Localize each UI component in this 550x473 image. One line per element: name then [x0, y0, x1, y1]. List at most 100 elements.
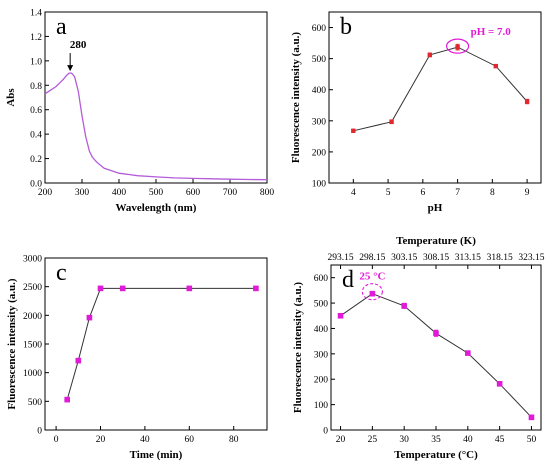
panel-d-data-point — [465, 350, 471, 356]
panel-c-data-point — [75, 357, 82, 364]
panel-b-panel-label: b — [340, 14, 352, 40]
panel-a-x-tick-label: 300 — [75, 188, 90, 198]
panel-b-x-tick-label: 9 — [525, 188, 530, 198]
panel-d-y-tick-label: 0 — [323, 427, 328, 437]
panel-b-highlight-label: pH = 7.0 — [471, 26, 512, 38]
panel-a-y-tick-label: 1.0 — [30, 57, 42, 67]
panel-c-data-point — [97, 285, 104, 292]
panel-c-y-tick-label: 2500 — [23, 283, 42, 293]
panel-c-x-axis-label: Time (min) — [130, 449, 183, 461]
panel-d-y-tick-label: 500 — [314, 300, 329, 310]
panel-b-y-tick-label: 300 — [312, 117, 327, 127]
panel-c-y-axis-label: Fluorescence intensity (a.u.) — [6, 278, 18, 410]
panel-a-series-line — [44, 72, 268, 181]
panel-d-panel-label: d — [342, 267, 354, 293]
panel-c-data-point — [86, 314, 93, 321]
panel-b-y-tick-label: 500 — [312, 55, 327, 65]
panel-d-y-axis-label: Fluorescence intensity (a.u.) — [292, 282, 304, 414]
panel-d-x-tick-label: 45 — [495, 435, 505, 445]
panel-d-series-line — [340, 293, 532, 418]
panel-c-x-tick-label: 0 — [54, 435, 59, 445]
panel-d-highlight-label: 25 °C — [359, 271, 385, 283]
panel-c-data-point — [64, 396, 70, 403]
panel-b-data-point — [427, 52, 432, 58]
panel-b-y-tick-label: 200 — [312, 148, 327, 158]
panel-d-x-tick-label: 30 — [399, 435, 409, 445]
panel-c-data-point — [186, 285, 193, 292]
panel-a-x-axis-label: Wavelength (nm) — [116, 202, 197, 214]
panel-c-frame — [44, 257, 268, 431]
panel-a-peak-label: 280 — [70, 39, 87, 51]
panel-b-y-tick-label: 100 — [312, 180, 327, 190]
panel-a-y-tick-label: 1.4 — [30, 9, 42, 19]
panel-d-data-point — [528, 414, 535, 421]
panel-d-y-tick-label: 300 — [314, 350, 329, 360]
panel-a-y-tick-label: 1.2 — [30, 33, 42, 43]
panel-a-y-tick-label: 0.2 — [30, 155, 42, 165]
panel-d-x-tick-label: 20 — [336, 435, 346, 445]
panel-d-y-tick-label: 600 — [314, 274, 329, 284]
panel-a-x-tick-label: 700 — [223, 188, 238, 198]
panel-a-x-tick-label: 400 — [112, 188, 127, 198]
panel-d-data-point — [369, 290, 376, 297]
panel-b-series-line — [353, 46, 528, 132]
panel-d-y-tick-label: 100 — [314, 401, 329, 411]
panel-c-series-line — [66, 287, 256, 400]
panel-c-y-tick-label: 3000 — [23, 255, 42, 265]
panel-d-data-point — [496, 381, 503, 387]
panel-c-x-tick-label: 80 — [229, 435, 239, 445]
panel-c-x-tick-label: 20 — [96, 435, 106, 445]
panel-a-x-tick-label: 200 — [38, 188, 53, 198]
panel-b-data-point — [524, 99, 530, 104]
panel-b-x-tick-label: 6 — [420, 188, 425, 198]
panel-b-x-tick-label: 7 — [455, 188, 460, 198]
panel-b-y-axis-label: Fluorescence intensity (a.u.) — [290, 32, 302, 164]
panel-d-x-tick-label: 25 — [368, 435, 378, 445]
panel-d-top-tick-label: 318.15 — [487, 253, 513, 263]
panel-d-x-tick-label: 40 — [463, 435, 473, 445]
panel-c-y-tick-label: 2000 — [23, 312, 42, 322]
panel-c-data-point — [119, 285, 126, 292]
panel-d-top-axis-label: Temperature (K) — [396, 235, 476, 247]
panel-b-x-tick-label: 4 — [351, 188, 356, 198]
panel-a-panel-label: a — [56, 14, 67, 40]
panel-a-frame — [44, 11, 268, 184]
panel-b-x-tick-label: 5 — [386, 188, 391, 198]
panel-a-y-tick-label: 0.6 — [30, 106, 42, 116]
panel-c-x-tick-label: 40 — [140, 435, 150, 445]
panel-a-y-tick-label: 0.0 — [30, 180, 42, 190]
panel-d-data-point — [337, 312, 344, 319]
panel-d-x-tick-label: 50 — [527, 435, 537, 445]
panel-c-y-tick-label: 1000 — [23, 369, 42, 379]
panel-d-top-tick-label: 293.15 — [327, 253, 353, 263]
panel-a-y-tick-label: 0.4 — [30, 131, 42, 141]
panel-d-data-point — [401, 303, 407, 309]
panel-c-y-tick-label: 500 — [28, 398, 43, 408]
panel-d-x-axis-label: Temperature (°C) — [394, 449, 478, 461]
panel-d-y-tick-label: 400 — [314, 325, 329, 335]
panel-d-top-tick-label: 308.15 — [423, 253, 449, 263]
panel-b-data-point — [351, 128, 356, 133]
panel-b-highlight-circle — [445, 38, 470, 54]
panel-a-y-axis-label: Abs — [5, 88, 17, 107]
panel-a-x-tick-label: 500 — [149, 188, 164, 198]
panel-c-data-point — [253, 285, 259, 292]
panel-b-data-point — [389, 119, 394, 124]
panel-b-y-tick-label: 600 — [312, 24, 327, 34]
panel-b-y-tick-label: 400 — [312, 86, 327, 96]
panel-a-y-tick-label: 0.8 — [30, 82, 42, 92]
panel-d-top-tick-label: 298.15 — [359, 253, 385, 263]
panel-b-data-point — [493, 63, 499, 69]
panel-c-panel-label: c — [56, 260, 67, 286]
panel-d-x-tick-label: 35 — [431, 435, 441, 445]
panel-d-highlight-circle — [361, 283, 383, 301]
panel-a-x-tick-label: 600 — [186, 188, 201, 198]
panel-a-x-tick-label: 800 — [260, 188, 275, 198]
panel-b-frame — [328, 11, 542, 184]
panel-c-x-tick-label: 60 — [185, 435, 195, 445]
panel-c-y-tick-label: 1500 — [23, 341, 42, 351]
panel-d-y-tick-label: 200 — [314, 376, 329, 386]
panel-b-data-point — [455, 44, 460, 50]
panel-a-peak-arrow-head — [67, 65, 74, 72]
